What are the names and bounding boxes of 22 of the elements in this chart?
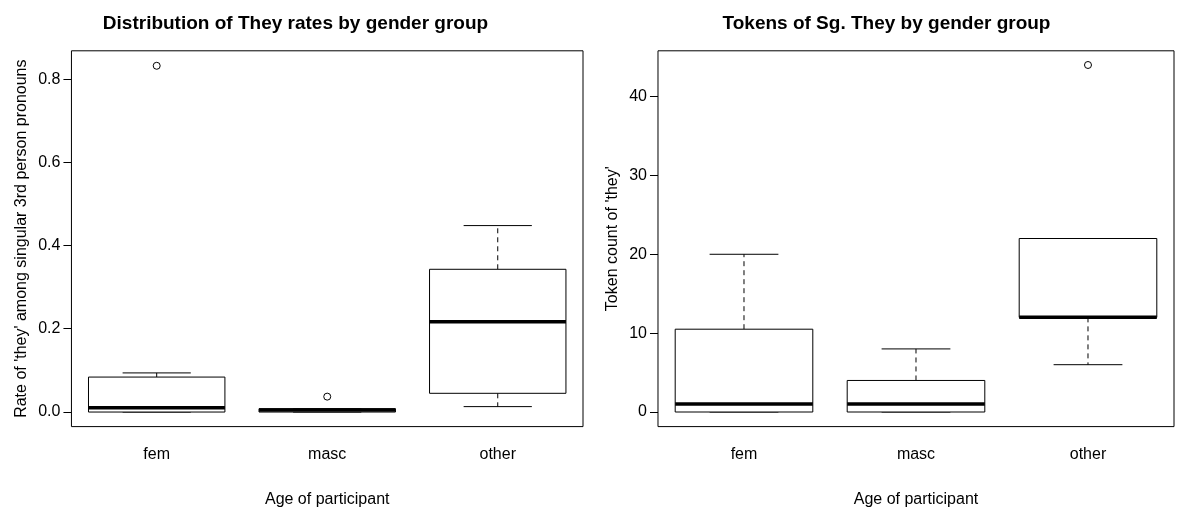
x-tick-label: fem bbox=[143, 444, 171, 462]
y-tick-label: 0.0 bbox=[38, 402, 61, 420]
y-axis-title: Rate of 'they' among singular 3rd person pronouns bbox=[12, 59, 30, 418]
chart-title: Distribution of They rates by gender group bbox=[102, 11, 489, 33]
x-axis-title: Age of participant bbox=[853, 489, 979, 507]
x-tick-label: other bbox=[479, 444, 517, 462]
y-tick-label: 0 bbox=[638, 402, 648, 420]
x-axis-title: Age of participant bbox=[264, 489, 391, 507]
y-tick-label: 0.2 bbox=[38, 319, 61, 337]
y-tick-label: 10 bbox=[629, 323, 648, 341]
x-tick-label: fem bbox=[730, 444, 758, 462]
x-tick-label: other bbox=[1069, 444, 1107, 462]
y-tick-label: 40 bbox=[629, 86, 648, 104]
chart-title: Tokens of Sg. They by gender group bbox=[722, 11, 1051, 33]
x-tick-label: masc bbox=[896, 444, 936, 462]
x-tick-label: masc bbox=[308, 444, 347, 462]
y-tick-label: 30 bbox=[629, 165, 648, 183]
y-tick-label: 0.6 bbox=[38, 152, 61, 170]
y-tick-label: 20 bbox=[629, 244, 648, 262]
y-axis-title: Token count of 'they' bbox=[603, 166, 621, 312]
y-tick-label: 0.4 bbox=[38, 235, 61, 253]
y-tick-label: 0.8 bbox=[38, 69, 61, 87]
